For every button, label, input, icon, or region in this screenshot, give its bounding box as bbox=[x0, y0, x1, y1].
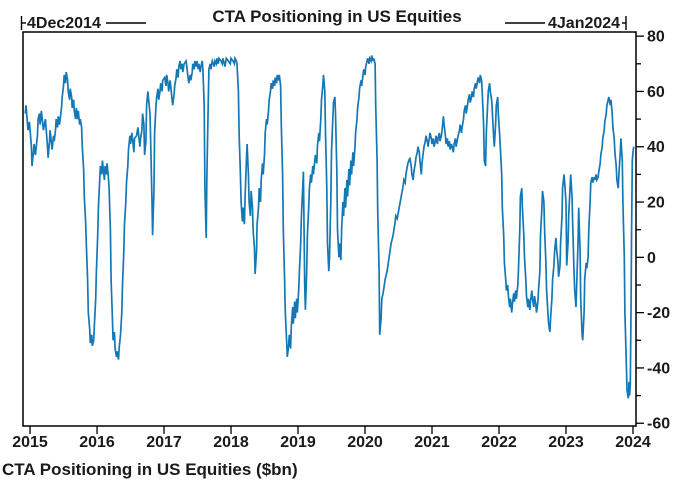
series-line bbox=[24, 55, 635, 399]
series-group bbox=[24, 55, 635, 399]
axes-ticks: 2015 2016 2017 2018 2019 2020 2021 2022 2023 2024… bbox=[12, 29, 670, 451]
y-tick-label: 80 bbox=[647, 29, 665, 46]
x-tick-label: 2017 bbox=[146, 434, 182, 451]
y-tick-label: -40 bbox=[647, 360, 670, 377]
chart-title: CTA Positioning in US Equities bbox=[212, 7, 461, 26]
x-tick-label: 2018 bbox=[213, 434, 249, 451]
y-tick-label: -20 bbox=[647, 305, 670, 322]
x-tick-label: 2022 bbox=[481, 434, 517, 451]
end-date-label: 4Jan2024 bbox=[548, 15, 620, 32]
end-date-annotation: 4Jan2024 bbox=[505, 15, 627, 32]
y-tick-label: -60 bbox=[647, 416, 670, 433]
start-date-label: 4Dec2014 bbox=[27, 15, 101, 32]
x-tick-label: 2019 bbox=[280, 434, 316, 451]
start-date-annotation: 4Dec2014 bbox=[20, 15, 146, 32]
plot-frame bbox=[22, 31, 637, 427]
y-tick-label: 60 bbox=[647, 84, 665, 101]
x-tick-label: 2021 bbox=[414, 434, 450, 451]
series-legend-label: CTA Positioning in US Equities ($bn) bbox=[2, 460, 298, 479]
y-tick-label: 40 bbox=[647, 139, 665, 156]
x-tick-label: 2015 bbox=[12, 434, 48, 451]
x-tick-label: 2023 bbox=[548, 434, 584, 451]
y-tick-label: 0 bbox=[647, 250, 656, 267]
x-tick-label: 2016 bbox=[79, 434, 115, 451]
x-tick-label: 2024 bbox=[615, 434, 651, 451]
x-tick-label: 2020 bbox=[347, 434, 383, 451]
y-tick-label: 20 bbox=[647, 195, 665, 212]
